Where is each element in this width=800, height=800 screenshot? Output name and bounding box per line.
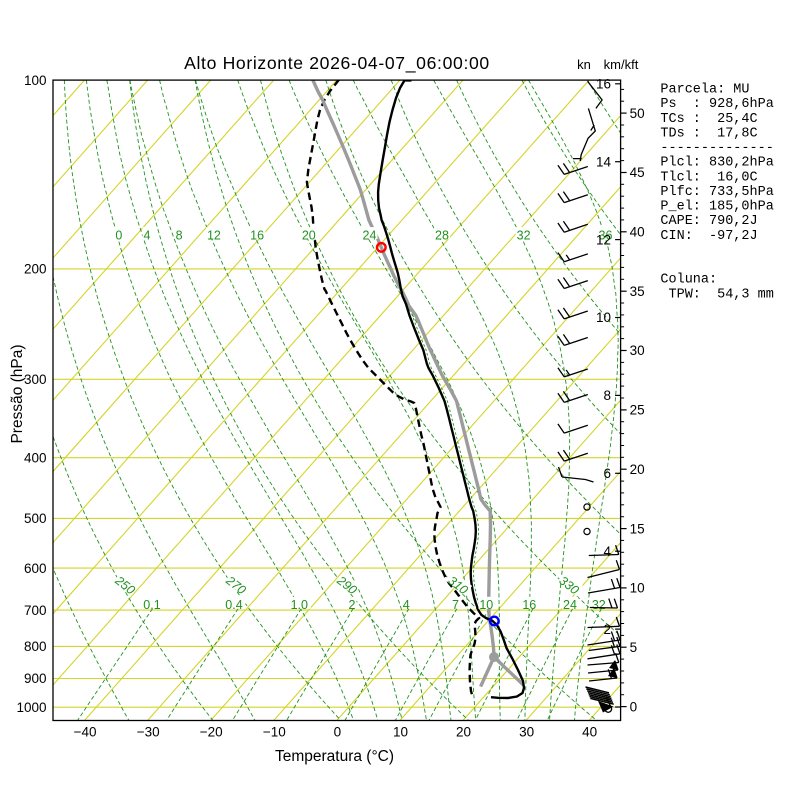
svg-text:40: 40 <box>630 225 645 240</box>
svg-text:Parcela: MU: Parcela: MU <box>660 83 749 98</box>
svg-text:0: 0 <box>115 228 122 242</box>
svg-text:100: 100 <box>24 73 47 88</box>
svg-text:−20: −20 <box>200 725 223 740</box>
svg-text:12: 12 <box>207 228 221 242</box>
svg-text:700: 700 <box>24 603 47 618</box>
svg-text:1.0: 1.0 <box>291 598 308 612</box>
svg-text:km/kft: km/kft <box>604 57 639 72</box>
svg-text:25: 25 <box>630 403 645 418</box>
svg-text:10: 10 <box>393 725 408 740</box>
svg-text:CAPE: 790,2J: CAPE: 790,2J <box>660 214 757 229</box>
svg-text:Alto Horizonte 2026-04-07_06:0: Alto Horizonte 2026-04-07_06:00:00 <box>184 53 490 74</box>
svg-text:P_el: 185,0hPa: P_el: 185,0hPa <box>660 200 773 215</box>
svg-text:6: 6 <box>603 466 611 481</box>
svg-text:32: 32 <box>517 228 531 242</box>
svg-text:10: 10 <box>596 310 611 325</box>
svg-text:Temperatura (°C): Temperatura (°C) <box>275 748 394 765</box>
svg-text:TDs : 17,8C: TDs : 17,8C <box>660 126 757 141</box>
svg-text:0: 0 <box>630 699 638 714</box>
svg-text:900: 900 <box>24 671 47 686</box>
svg-text:1000: 1000 <box>16 700 46 715</box>
svg-text:TPW: 54,3 mm: TPW: 54,3 mm <box>660 287 773 302</box>
svg-text:4: 4 <box>403 598 410 612</box>
svg-text:Coluna:: Coluna: <box>660 273 717 288</box>
svg-text:Plcl: 830,2hPa: Plcl: 830,2hPa <box>660 156 773 171</box>
svg-text:40: 40 <box>582 725 597 740</box>
svg-text:Pressão (hPa): Pressão (hPa) <box>9 344 26 443</box>
svg-text:0.1: 0.1 <box>143 598 160 612</box>
svg-text:20: 20 <box>456 725 471 740</box>
svg-text:28: 28 <box>435 228 449 242</box>
svg-text:TCs : 25,4C: TCs : 25,4C <box>660 112 757 127</box>
svg-text:--------------: -------------- <box>660 141 773 156</box>
svg-text:CIN: -97,2J: CIN: -97,2J <box>660 229 757 244</box>
svg-text:30: 30 <box>519 725 534 740</box>
svg-text:0: 0 <box>334 725 342 740</box>
svg-text:4: 4 <box>144 228 151 242</box>
svg-text:10: 10 <box>479 598 493 612</box>
svg-text:50: 50 <box>630 106 645 121</box>
svg-text:−10: −10 <box>263 725 286 740</box>
svg-text:15: 15 <box>630 521 645 536</box>
svg-text:16: 16 <box>596 77 611 92</box>
svg-text:2: 2 <box>349 598 356 612</box>
svg-text:7: 7 <box>452 598 459 612</box>
svg-text:32: 32 <box>592 598 606 612</box>
svg-text:8: 8 <box>176 228 183 242</box>
svg-text:30: 30 <box>630 343 645 358</box>
svg-text:14: 14 <box>596 154 612 169</box>
svg-text:300: 300 <box>24 372 47 387</box>
svg-text:Plfc: 733,5hPa: Plfc: 733,5hPa <box>660 185 773 200</box>
svg-text:36: 36 <box>599 228 613 242</box>
svg-text:5: 5 <box>630 640 638 655</box>
svg-text:400: 400 <box>24 450 47 465</box>
svg-text:20: 20 <box>630 462 645 477</box>
svg-text:2: 2 <box>603 622 611 637</box>
svg-text:16: 16 <box>522 598 536 612</box>
svg-text:12: 12 <box>596 232 611 247</box>
svg-text:−30: −30 <box>137 725 160 740</box>
svg-text:Tlcl: 16,0C: Tlcl: 16,0C <box>660 170 757 185</box>
svg-text:800: 800 <box>24 639 47 654</box>
svg-text:200: 200 <box>24 262 47 277</box>
svg-text:0.4: 0.4 <box>225 598 242 612</box>
svg-text:10: 10 <box>630 581 645 596</box>
svg-text:20: 20 <box>302 228 316 242</box>
svg-text:45: 45 <box>630 165 645 180</box>
svg-text:8: 8 <box>603 388 611 403</box>
svg-text:500: 500 <box>24 511 47 526</box>
svg-text:16: 16 <box>250 228 264 242</box>
svg-text:24: 24 <box>563 598 577 612</box>
svg-text:−40: −40 <box>74 725 97 740</box>
svg-text:24: 24 <box>363 228 377 242</box>
svg-text:600: 600 <box>24 561 47 576</box>
svg-text:4: 4 <box>603 544 611 559</box>
svg-text:kn: kn <box>577 57 591 72</box>
svg-text:Ps : 928,6hPa: Ps : 928,6hPa <box>660 97 773 112</box>
svg-text:35: 35 <box>630 284 645 299</box>
